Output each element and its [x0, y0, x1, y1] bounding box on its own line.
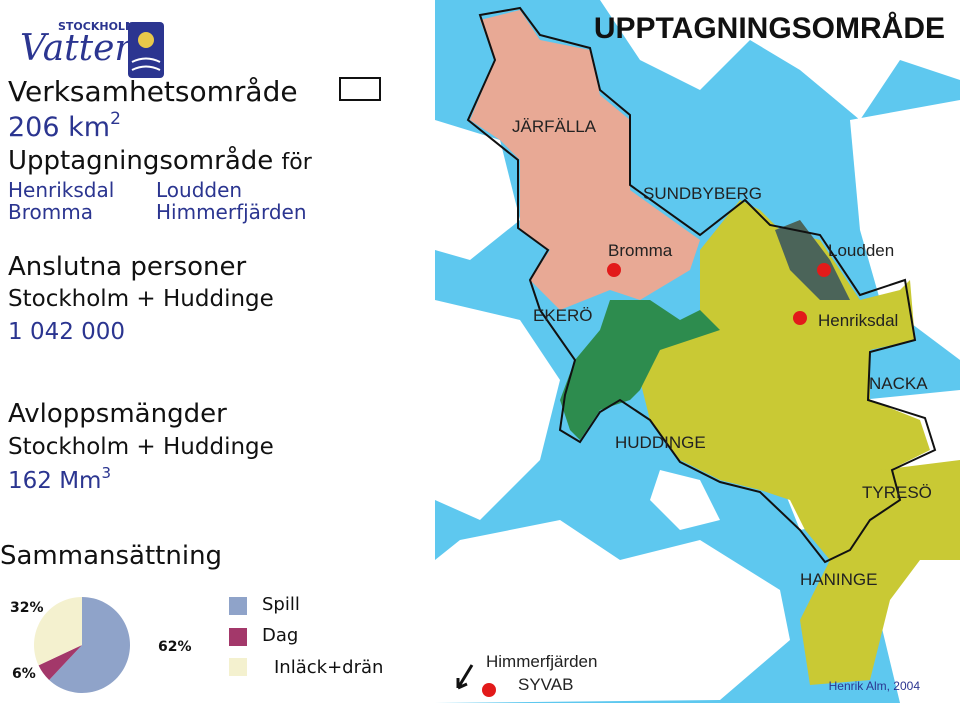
municipalities — [640, 200, 930, 560]
flow-number: 162 Mm — [8, 468, 101, 494]
connected-label: Anslutna personer — [8, 252, 247, 282]
haninge — [800, 460, 960, 685]
legend-label: Dag — [262, 625, 298, 646]
value-label: 32% — [10, 600, 44, 616]
place: Loudden — [828, 241, 894, 260]
value-label: 62% — [158, 639, 192, 655]
pie-slice — [38, 645, 82, 680]
plant-name: Himmerfjärden — [486, 652, 597, 671]
logo-word: Vatten — [20, 28, 138, 69]
operator: SYVAB — [518, 675, 573, 694]
connected-value: 1 042 000 — [8, 319, 125, 345]
frame — [339, 77, 381, 101]
map-title: UPPTAGNINGSOMRÅDE — [594, 12, 945, 45]
legend-swatch — [229, 597, 247, 615]
logo-top: STOCKHOLM — [58, 20, 136, 33]
area-label: Verksamhetsområde — [8, 75, 298, 108]
pie-slice — [49, 597, 130, 693]
catchment-main: Upptagningsområde — [8, 145, 273, 176]
area-number: 206 km — [8, 112, 110, 143]
loudden-plant — [817, 263, 831, 277]
logo: STOCKHOLM Vatten — [20, 20, 164, 78]
pie-slice — [33, 597, 82, 666]
place: Henriksdal — [818, 311, 898, 330]
legend-label: Spill — [262, 594, 300, 615]
chart-title: Sammansättning — [0, 541, 222, 571]
flow-label: Avloppsmängder — [8, 399, 227, 429]
pie-chart: 62% Spill 6% Dag 32% Inläck+drän — [10, 594, 383, 693]
legend-swatch — [229, 628, 247, 646]
plant: Bromma — [8, 200, 93, 224]
connected-region: Stockholm + Huddinge — [8, 286, 274, 312]
map: UPPTAGNINGSOMRÅDE JÄRFÄLLA SUNDBYBERG Br… — [435, 0, 960, 703]
catchment-label: Upptagningsområde för — [8, 145, 313, 176]
flow-region: Stockholm + Huddinge — [8, 434, 274, 460]
area-sup: 2 — [110, 109, 121, 129]
value-label: 6% — [12, 666, 36, 682]
place: TYRESÖ — [862, 483, 932, 502]
henriksdal-plant — [793, 311, 807, 325]
credit: Henrik Alm, 2004 — [829, 679, 921, 693]
legend-swatch — [229, 658, 247, 676]
place: JÄRFÄLLA — [512, 117, 597, 136]
plant: Henriksdal — [8, 178, 114, 202]
place: Bromma — [608, 241, 673, 260]
place: HUDDINGE — [615, 433, 706, 452]
bromma-plant — [607, 263, 621, 277]
arrow — [456, 664, 474, 690]
bromma-area — [560, 300, 720, 440]
place: NACKA — [869, 374, 928, 393]
legend-label: Inläck+drän — [274, 657, 383, 678]
plant: Loudden — [156, 178, 242, 202]
area-value: 206 km2 — [8, 109, 121, 143]
place: SUNDBYBERG — [643, 184, 762, 203]
flow-value: 162 Mm3 — [8, 464, 111, 494]
himmerfjarden-plant — [482, 683, 496, 697]
logo-crest — [128, 22, 164, 78]
plant: Himmerfjärden — [156, 200, 307, 224]
flow-sup: 3 — [101, 464, 111, 482]
loudden-area — [775, 220, 850, 300]
catchment-suffix: för — [282, 150, 313, 175]
boundary — [466, 6, 937, 564]
place: HANINGE — [800, 570, 877, 589]
place: EKERÖ — [533, 306, 593, 325]
